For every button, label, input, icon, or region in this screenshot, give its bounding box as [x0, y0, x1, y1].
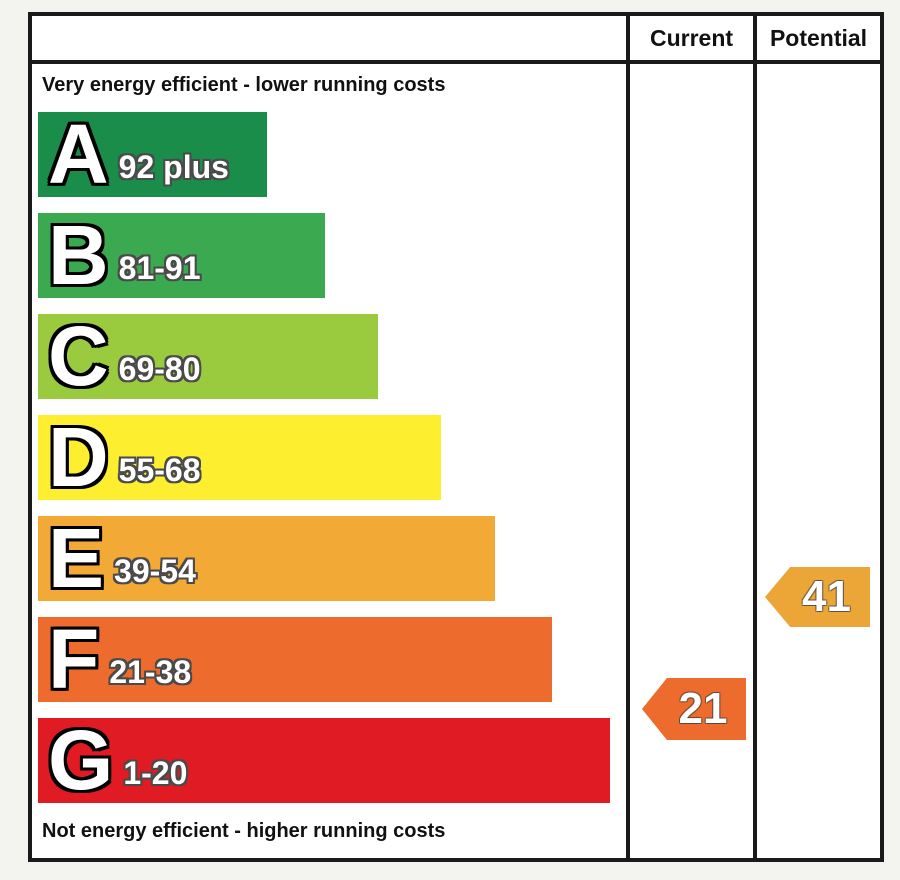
band-g-range: 1-20	[123, 755, 188, 791]
band-b-range: 81-91	[118, 250, 201, 286]
bottom-caption: Not energy efficient - higher running co…	[42, 820, 446, 842]
band-d: D 55-68	[38, 415, 441, 500]
band-g-letter: G	[48, 718, 114, 803]
band-e-range: 39-54	[114, 553, 196, 589]
epc-chart-frame: Current Potential Very energy efficient …	[28, 12, 884, 862]
band-a: A 92 plus	[38, 112, 267, 197]
potential-rating-value: 41	[802, 572, 851, 621]
band-c: C 69-80	[38, 314, 378, 399]
potential-rating-arrow: 41	[765, 567, 870, 627]
band-e-letter: E	[48, 516, 105, 601]
potential-column-divider	[753, 16, 757, 858]
top-caption: Very energy efficient - lower running co…	[42, 74, 446, 96]
band-f-range: 21-38	[109, 654, 192, 690]
header-divider	[32, 60, 880, 64]
current-rating-arrow: 21	[642, 678, 746, 740]
potential-column-header: Potential	[769, 24, 868, 51]
rating-bands: A 92 plus B 81-91 C 69-80 D 55-68 E 39-5…	[38, 112, 618, 819]
band-a-letter: A	[48, 112, 109, 197]
band-f: F 21-38	[38, 617, 552, 702]
band-b-letter: B	[48, 213, 109, 298]
band-g: G 1-20	[38, 718, 610, 803]
band-a-range: 92 plus	[118, 149, 229, 185]
band-e: E 39-54	[38, 516, 495, 601]
band-d-range: 55-68	[118, 452, 201, 488]
band-c-letter: C	[48, 314, 109, 399]
band-d-letter: D	[48, 415, 109, 500]
band-f-letter: F	[48, 617, 100, 702]
current-rating-value: 21	[678, 684, 728, 733]
band-b: B 81-91	[38, 213, 325, 298]
band-c-range: 69-80	[118, 351, 201, 387]
current-column-divider	[626, 16, 630, 858]
current-column-header: Current	[649, 24, 734, 51]
